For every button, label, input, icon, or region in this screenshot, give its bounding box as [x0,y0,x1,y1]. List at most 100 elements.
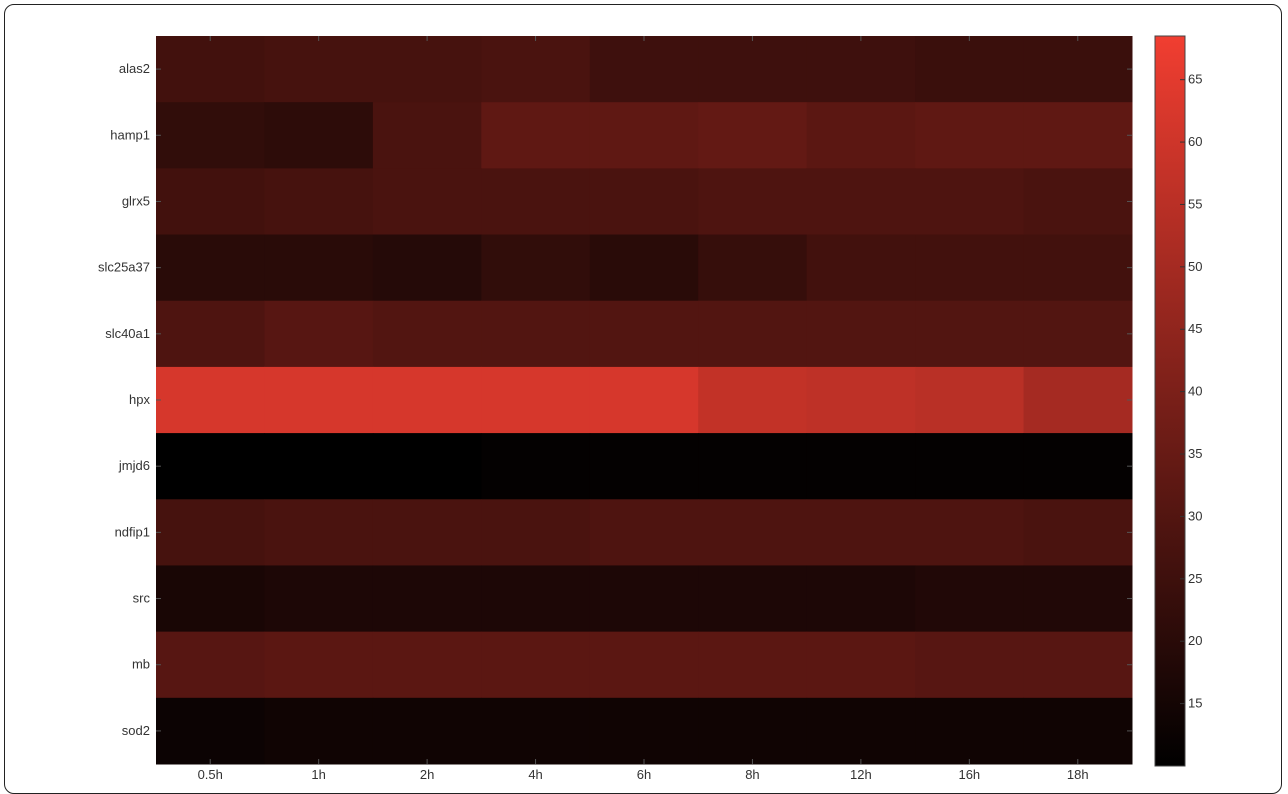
heatmap-cell [156,36,265,103]
heatmap-cell [698,300,808,368]
heatmap-cell [264,565,374,633]
heatmap-cell [372,631,482,699]
heatmap-cell [806,499,916,566]
heatmap-cell [698,102,808,169]
row-label: src [133,591,151,606]
heatmap-cell [156,102,265,169]
heatmap-cell [372,36,482,103]
heatmap-cell [372,102,482,169]
column-labels: 0.5h 1h 2h 4h 6h 8h 12h 16h 18h [198,767,1089,782]
column-label: 16h [958,767,980,782]
heatmap-cell [481,168,591,236]
heatmap-cell [589,499,699,566]
heatmap-cell [481,102,591,169]
colorbar-gradient [1154,35,1186,767]
column-label: 2h [420,767,434,782]
heatmap-cell [915,300,1025,368]
heatmap-cell [589,697,699,765]
colorbar-tick-label: 15 [1188,696,1202,711]
colorbar-tick-label: 20 [1188,633,1202,648]
heatmap-cell [589,234,699,302]
heatmap-cell [915,631,1025,699]
heatmap-cell [264,433,374,500]
heatmap-cell [698,565,808,633]
heatmap-cell [915,499,1025,566]
row-label: jmjd6 [118,458,150,473]
heatmap-cell [481,499,591,566]
heatmap-cell [698,697,808,765]
column-label: 1h [311,767,325,782]
heatmap-cell [156,697,265,765]
row-label: slc40a1 [105,326,150,341]
heatmap-cell [1023,366,1133,434]
colorbar-tick-label: 65 [1188,72,1202,87]
heatmap-cell [1023,697,1133,765]
heatmap-cell [806,433,916,500]
heatmap-cell [589,366,699,434]
heatmap-cell [806,565,916,633]
heatmap-cell [806,366,916,434]
heatmap-cell [589,102,699,169]
heatmap-cell [481,631,591,699]
heatmap-cell [264,697,374,765]
heatmap-cell [915,433,1025,500]
heatmap-cell [156,366,265,434]
heatmap-cell [481,697,591,765]
heatmap-cell [806,234,916,302]
row-label: slc25a37 [98,260,150,275]
heatmap-cell [481,36,591,103]
column-label: 0.5h [198,767,223,782]
colorbar-tick-label: 55 [1188,196,1202,211]
colorbar: 15 20 25 30 35 40 45 50 55 60 65 [1154,35,1202,767]
row-labels: alas2 hamp1 glrx5 slc25a37 slc40a1 hpx jmjd6 nd… [98,61,151,738]
heatmap-cell [264,234,374,302]
heatmap-cell [698,36,808,103]
heatmap-cell [698,631,808,699]
heatmap-cell [698,168,808,236]
heatmap-cell [264,300,374,368]
heatmap-cell [156,433,265,500]
heatmap-cell [589,168,699,236]
heatmap-cell [1023,36,1133,103]
heatmap-cell [1023,499,1133,566]
heatmap-cell [1023,234,1133,302]
heatmap-cell [589,300,699,368]
heatmap-cell [806,697,916,765]
colorbar-tick-label: 35 [1188,446,1202,461]
heatmap-cell [915,366,1025,434]
heatmap-cell [589,433,699,500]
column-label: 4h [528,767,542,782]
colorbar-tick-label: 30 [1188,508,1202,523]
colorbar-tick-label: 40 [1188,384,1202,399]
plot-ticks [156,36,1132,764]
heatmap-cell [698,499,808,566]
heatmap-cell [156,631,265,699]
heatmap-cell [481,433,591,500]
heatmap-cell [915,565,1025,633]
heatmap-cell [1023,433,1133,500]
colorbar-tick-label: 25 [1188,571,1202,586]
column-label: 8h [745,767,759,782]
colorbar-tick-label: 60 [1188,134,1202,149]
heatmap-cell [481,565,591,633]
row-label: hpx [129,392,150,407]
heatmap-cell [372,433,482,500]
heatmap-cell [264,36,374,103]
row-label: mb [132,657,150,672]
heatmap-cell [698,234,808,302]
heatmap-cell [698,433,808,500]
heatmap-cells [156,36,1133,765]
heatmap-cell [372,300,482,368]
heatmap-cell [806,168,916,236]
heatmap-cell [589,565,699,633]
heatmap-cell [481,234,591,302]
heatmap-cell [264,366,374,434]
heatmap-cell [915,168,1025,236]
heatmap-cell [1023,565,1133,633]
heatmap-cell [1023,300,1133,368]
row-label: sod2 [122,723,150,738]
heatmap-cell [915,36,1025,103]
heatmap-cell [915,697,1025,765]
column-label: 18h [1067,767,1089,782]
